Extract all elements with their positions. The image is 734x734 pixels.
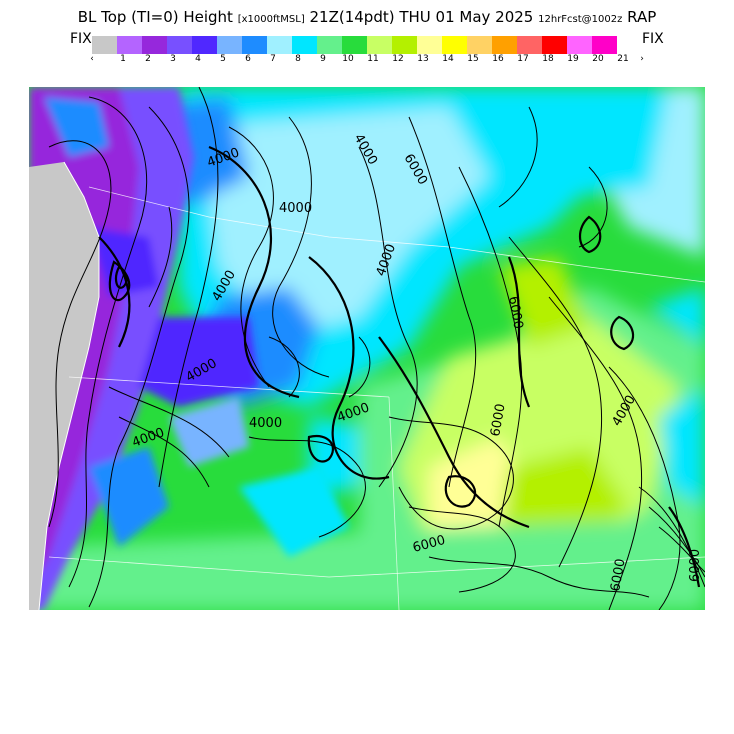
legend-swatch [317, 36, 342, 54]
title-units: [x1000ftMSL] [237, 14, 305, 25]
legend-swatch [242, 36, 267, 54]
legend-swatch [342, 36, 367, 54]
legend-tick-label: 2 [145, 54, 151, 64]
legend-tick-label: 8 [295, 54, 301, 64]
legend-tick-label: 7 [270, 54, 276, 64]
legend-swatch [392, 36, 417, 54]
legend-swatch [117, 36, 142, 54]
major-contours [98, 145, 701, 588]
contour-label: 6000 [688, 549, 703, 582]
legend-swatch [567, 36, 592, 54]
color-legend-bar [92, 36, 617, 54]
legend-swatch [217, 36, 242, 54]
legend-tick-label: 5 [220, 54, 226, 64]
legend-swatch [417, 36, 442, 54]
legend-swatch [92, 36, 117, 54]
legend-tick-label: 9 [320, 54, 326, 64]
legend-tick-label: 15 [467, 54, 479, 64]
legend-tick-label: 18 [542, 54, 554, 64]
border-state-1 [68, 376, 390, 398]
title-model: RAP [627, 8, 657, 26]
contour-lines [48, 87, 705, 610]
legend-tick-label: 4 [195, 54, 201, 64]
legend-swatch [517, 36, 542, 54]
contour-label: 6000 [608, 557, 629, 592]
legend-tick-label: 17 [517, 54, 529, 64]
ocean-area [29, 162, 99, 610]
legend-swatch [467, 36, 492, 54]
legend-swatch [267, 36, 292, 54]
legend-tick-label: 21 [617, 54, 629, 64]
legend-tick-label: 14 [442, 54, 454, 64]
legend-ticks: ‹ › 1 2 3 4 5 6 7 8 9 10 11 12 13 14 15 16 17 18 19 20 21 [82, 54, 652, 68]
legend-swatch [167, 36, 192, 54]
legend-fix-right: FIX [642, 31, 664, 47]
contour-label: 6000 [488, 402, 509, 437]
legend-swatch [292, 36, 317, 54]
title-run: 12hrFcst@1002z [538, 14, 623, 25]
title-time: 21Z(14pdt) THU 01 May 2025 [309, 8, 534, 26]
contour-label: 4000 [279, 201, 312, 216]
legend-swatch [192, 36, 217, 54]
legend-arrow-right: › [640, 54, 644, 64]
legend-swatch [592, 36, 617, 54]
legend-swatch [142, 36, 167, 54]
legend-swatch [492, 36, 517, 54]
contour-label: 6000 [505, 295, 526, 330]
coastline [38, 161, 100, 610]
border-state-3 [388, 396, 400, 610]
legend-swatch [367, 36, 392, 54]
border-state-2 [48, 556, 705, 578]
chart-title: BL Top (TI=0) Height [x1000ftMSL] 21Z(14… [0, 8, 734, 26]
contour-label: 4000 [249, 416, 282, 431]
legend-tick-label: 1 [120, 54, 126, 64]
legend-tick-label: 3 [170, 54, 176, 64]
legend-swatch [542, 36, 567, 54]
legend-tick-label: 6 [245, 54, 251, 64]
title-main: BL Top (TI=0) Height [77, 8, 233, 26]
legend-arrow-left: ‹ [90, 54, 94, 64]
legend-fix-left: FIX [70, 31, 92, 47]
legend-tick-label: 13 [417, 54, 429, 64]
weather-map: 4000 4000 4000 4000 4000 4000 4000 4000 … [29, 87, 705, 610]
legend-tick-label: 11 [367, 54, 379, 64]
legend-swatch [442, 36, 467, 54]
legend-tick-label: 16 [492, 54, 504, 64]
legend-tick-label: 19 [567, 54, 579, 64]
legend-tick-label: 20 [592, 54, 604, 64]
legend-tick-label: 12 [392, 54, 404, 64]
legend-tick-label: 10 [342, 54, 354, 64]
